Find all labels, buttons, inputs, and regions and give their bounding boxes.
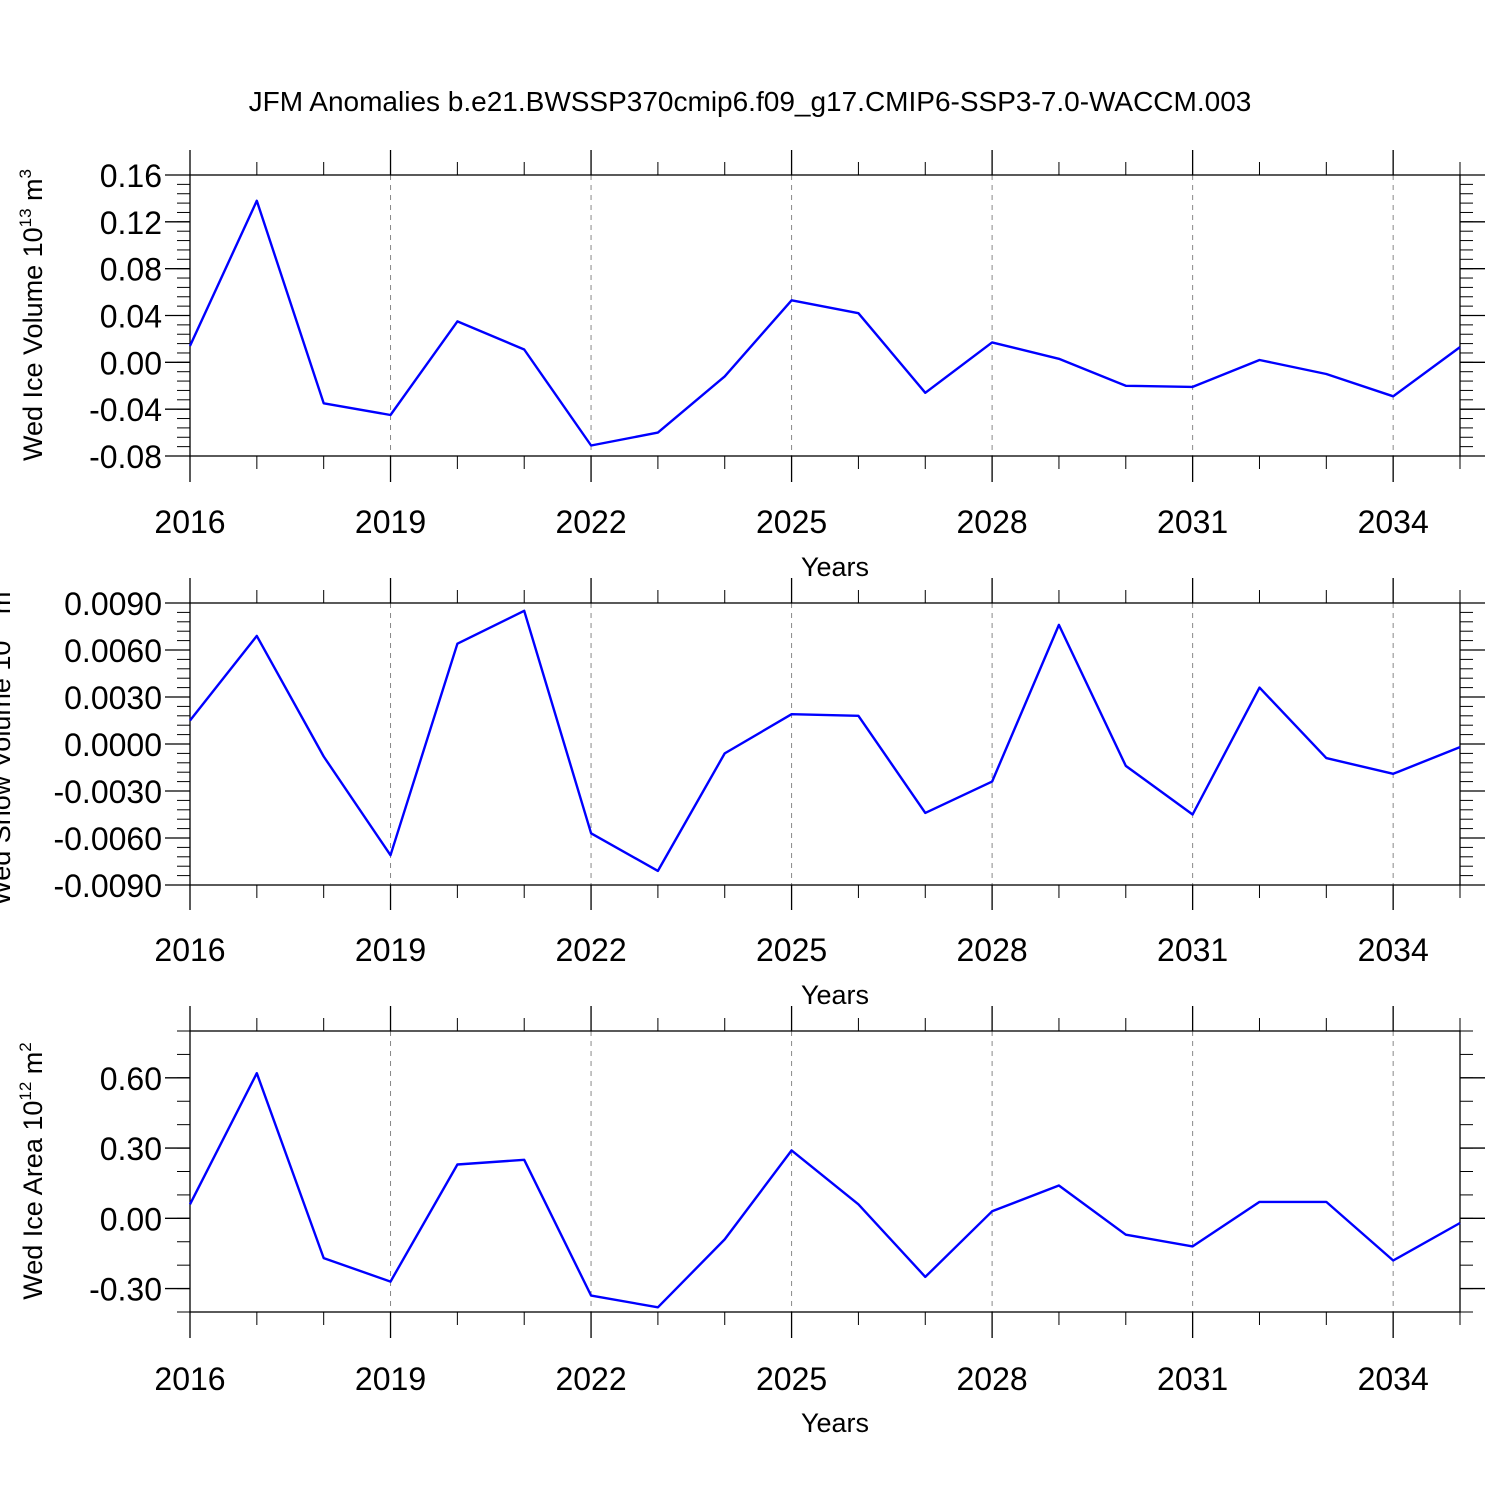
y-tick-label: 0.12 [100,205,162,241]
y-tick-label: 0.00 [100,1201,162,1237]
x-tick-label: 2025 [756,504,827,540]
x-tick-label: 2022 [555,504,626,540]
y-tick-label: 0.00 [100,345,162,381]
figure-title: JFM Anomalies b.e21.BWSSP370cmip6.f09_g1… [248,86,1252,117]
panel-ice-volume: -0.08 -0.04 0.00 0.04 0.08 0.12 0.16 2016 2019 20… [16,150,1485,582]
x-tick-label: 2028 [957,504,1028,540]
x-tick-label: 2031 [1157,504,1228,540]
x-tick-label: 2031 [1157,932,1228,968]
y-tick-label: 0.04 [100,299,162,335]
y-tick-label: -0.0030 [53,774,162,810]
y-axis-label: Wed Ice Area 1012 m2 [16,1042,48,1300]
y-tick-label: 0.16 [100,158,162,194]
x-tick-label: 2028 [957,932,1028,968]
y-tick-label: -0.08 [89,439,162,475]
y-tick-label: -0.0090 [53,868,162,904]
x-tick-label: 2016 [154,504,225,540]
x-tick-label: 2019 [355,504,426,540]
y-tick-label: 0.30 [100,1131,162,1167]
panel-snow-volume: -0.0090 -0.0060 -0.0030 0.0000 0.0030 0.0060 0… [0,578,1485,1010]
x-axis-label: Years [801,980,869,1010]
data-series-line [189,609,1461,873]
x-tick-label: 2034 [1358,932,1429,968]
panel-ice-area: -0.30 0.00 0.30 0.60 2016 2019 2022 2025 2028 203… [16,1006,1485,1438]
plot-frame [189,602,1461,886]
x-tick-label: 2022 [555,932,626,968]
x-axis-label: Years [801,552,869,582]
y-tick-label: -0.30 [89,1272,162,1308]
x-tick-label: 2031 [1157,1361,1228,1397]
y-tick-label: 0.0090 [64,586,162,622]
plot-frame [189,1030,1461,1313]
y-tick-label: 0.0000 [64,727,162,763]
x-tick-label: 2022 [555,1361,626,1397]
y-tick-label: -0.0060 [53,821,162,857]
data-series-line [188,1071,1461,1309]
data-series-line [188,199,1461,447]
y-axis-label: Wed Snow Volume 1013 m3 [0,582,16,906]
y-tick-label: -0.04 [89,392,162,428]
x-tick-label: 2034 [1358,504,1429,540]
y-axis-label: Wed Ice Volume 1013 m3 [16,169,48,461]
y-tick-label: 0.60 [100,1061,162,1097]
x-tick-label: 2019 [355,1361,426,1397]
x-tick-label: 2016 [154,1361,225,1397]
x-tick-label: 2025 [756,932,827,968]
x-tick-label: 2025 [756,1361,827,1397]
y-tick-label: 0.0060 [64,633,162,669]
x-tick-label: 2034 [1358,1361,1429,1397]
x-tick-label: 2016 [154,932,225,968]
x-tick-label: 2028 [957,1361,1028,1397]
x-axis-label: Years [801,1408,869,1438]
y-tick-label: 0.08 [100,252,162,288]
x-tick-label: 2019 [355,932,426,968]
y-tick-label: 0.0030 [64,680,162,716]
